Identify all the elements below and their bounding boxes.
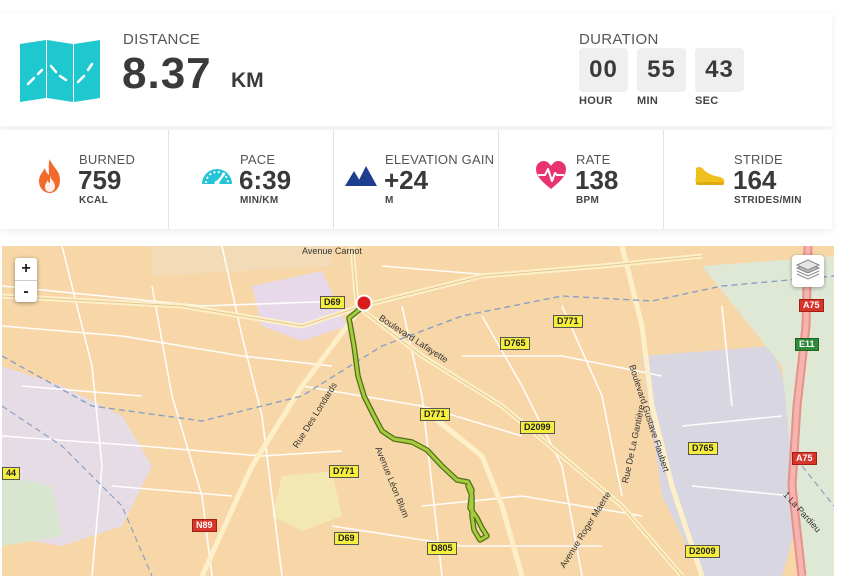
stat-label: ELEVATION GAIN (385, 152, 495, 167)
road-badge: D765 (688, 442, 718, 455)
stat-stride: STRIDE 164 STRIDES/MIN (664, 130, 832, 229)
road-badge: 44 (2, 467, 21, 480)
summary-card: DISTANCE 8.37 KM DURATION 00 55 43 HOUR … (0, 14, 832, 126)
speedometer-icon (202, 169, 232, 186)
stat-elevation: ELEVATION GAIN +24 M (334, 130, 498, 229)
mountain-icon (345, 166, 377, 186)
stat-label: STRIDE (734, 152, 783, 167)
heart-pulse-icon (536, 161, 566, 189)
euro-route-badge: E11 (795, 338, 819, 351)
road-badge: N89 (192, 519, 217, 532)
stat-value: 138 (575, 165, 619, 195)
layers-button[interactable] (792, 255, 824, 287)
stat-unit: BPM (576, 195, 600, 206)
flame-icon (39, 159, 60, 193)
stat-rate: RATE 138 BPM (499, 130, 663, 229)
map-icon (20, 40, 100, 102)
road-badge: D771 (553, 315, 583, 328)
divider (663, 130, 664, 229)
road-badge: D805 (427, 542, 457, 555)
road-badge: D69 (320, 296, 345, 309)
distance-label: DISTANCE (123, 31, 201, 48)
layers-icon (795, 259, 821, 280)
road-badge: D69 (334, 532, 359, 545)
duration-label: DURATION (579, 31, 659, 48)
stat-burned: BURNED 759 KCAL (0, 130, 168, 229)
sec-label: SEC (695, 95, 719, 107)
stat-label: PACE (240, 152, 276, 167)
route-map[interactable]: D69 D771 D765 D771 D2099 D771 D69 D805 D… (2, 246, 834, 576)
divider (498, 130, 499, 229)
stat-label: BURNED (79, 152, 136, 167)
min-label: MIN (637, 95, 659, 107)
stat-unit: KCAL (79, 195, 108, 206)
zoom-in-button[interactable]: + (21, 260, 31, 277)
hour-label: HOUR (579, 95, 613, 107)
zoom-out-button[interactable]: - (15, 280, 37, 302)
stat-value: 759 (78, 165, 122, 195)
road-badge: D771 (329, 465, 359, 478)
stat-pace: PACE 6:39 MIN/KM (169, 130, 333, 229)
distance-value: 8.37 (122, 49, 212, 98)
shoe-icon (695, 166, 725, 185)
street-label: Avenue Carnot (302, 246, 362, 256)
duration-minutes: 55 (637, 48, 686, 92)
road-badge: D771 (420, 408, 450, 421)
road-badge: D765 (500, 337, 530, 350)
duration-seconds: 43 (695, 48, 744, 92)
stat-value: 6:39 (239, 165, 292, 195)
stat-label: RATE (576, 152, 611, 167)
road-badge: D2099 (520, 421, 555, 434)
stat-value: +24 (384, 165, 429, 195)
stats-card: BURNED 759 KCAL PACE 6:39 MIN/KM ELEVATI… (0, 130, 832, 229)
divider (333, 130, 334, 229)
distance-unit: KM (231, 69, 264, 92)
stat-unit: M (385, 195, 394, 206)
zoom-control: + - (15, 258, 37, 302)
highway-badge: A75 (799, 299, 824, 312)
road-badge: D2009 (685, 545, 720, 558)
divider (168, 130, 169, 229)
stat-unit: MIN/KM (240, 195, 279, 206)
start-marker-icon[interactable] (355, 294, 373, 312)
stat-unit: STRIDES/MIN (734, 195, 802, 206)
map-tiles (2, 246, 834, 576)
duration-hours: 00 (579, 48, 628, 92)
highway-badge: A75 (792, 452, 817, 465)
stat-value: 164 (733, 165, 777, 195)
